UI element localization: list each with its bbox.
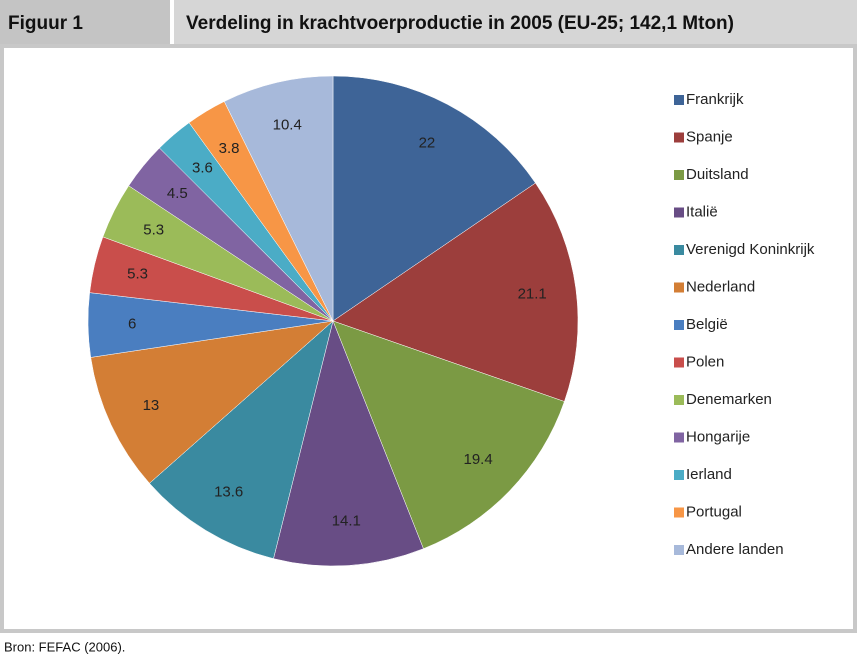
value-label: 5.3 <box>127 266 148 283</box>
legend-swatch <box>674 395 684 405</box>
legend-label: Frankrijk <box>686 91 744 108</box>
value-label: 22 <box>419 134 436 151</box>
legend-label: Portugal <box>686 503 742 520</box>
legend-swatch <box>674 545 684 555</box>
legend-swatch <box>674 95 684 105</box>
value-label: 19.4 <box>463 451 492 468</box>
value-label: 4.5 <box>167 185 188 202</box>
legend-label: Verenigd Koninkrijk <box>686 241 815 258</box>
value-label: 3.6 <box>192 159 213 176</box>
pie-slice <box>273 320 424 567</box>
value-label: 6 <box>128 315 136 332</box>
legend-swatch <box>674 470 684 480</box>
pie-slice <box>332 182 579 402</box>
pie-slice <box>332 75 536 322</box>
legend-swatch <box>674 320 684 330</box>
legend-swatch <box>674 432 684 443</box>
legend-label: Nederland <box>686 278 755 295</box>
legend-label: Denemarken <box>686 391 772 408</box>
legend-swatch <box>674 245 684 255</box>
legend-label: Ierland <box>686 466 732 483</box>
source-note: Bron: FEFAC (2006). <box>4 639 125 654</box>
value-label: 13.6 <box>214 484 243 501</box>
legend-swatch <box>674 132 684 143</box>
legend-label: Polen <box>686 353 724 370</box>
legend-swatch <box>674 282 684 293</box>
value-label: 10.4 <box>273 116 302 133</box>
legend-swatch <box>674 207 684 218</box>
value-label: 21.1 <box>518 286 547 303</box>
label-band <box>0 0 170 46</box>
pie-slice <box>149 320 334 559</box>
figure-label: Figuur 1 <box>8 13 83 34</box>
legend-label: Andere landen <box>686 541 784 558</box>
legend-swatch <box>674 357 684 368</box>
value-label: 3.8 <box>219 140 240 157</box>
legend-label: Duitsland <box>686 166 749 183</box>
value-label: 14.1 <box>332 512 361 529</box>
legend-label: Spanje <box>686 128 733 145</box>
chart-title: Verdeling in krachtvoerproductie in 2005… <box>186 13 734 34</box>
pie-slice <box>332 320 565 550</box>
legend-label: België <box>686 316 728 333</box>
pie-slice <box>223 75 334 322</box>
legend-swatch <box>674 170 684 180</box>
value-label: 5.3 <box>143 221 164 238</box>
legend-swatch <box>674 507 684 518</box>
value-label: 13 <box>143 397 160 414</box>
legend-label: Italië <box>686 203 718 220</box>
pie-slice <box>90 320 334 484</box>
title-band <box>174 0 857 46</box>
legend-label: Hongarije <box>686 428 750 445</box>
